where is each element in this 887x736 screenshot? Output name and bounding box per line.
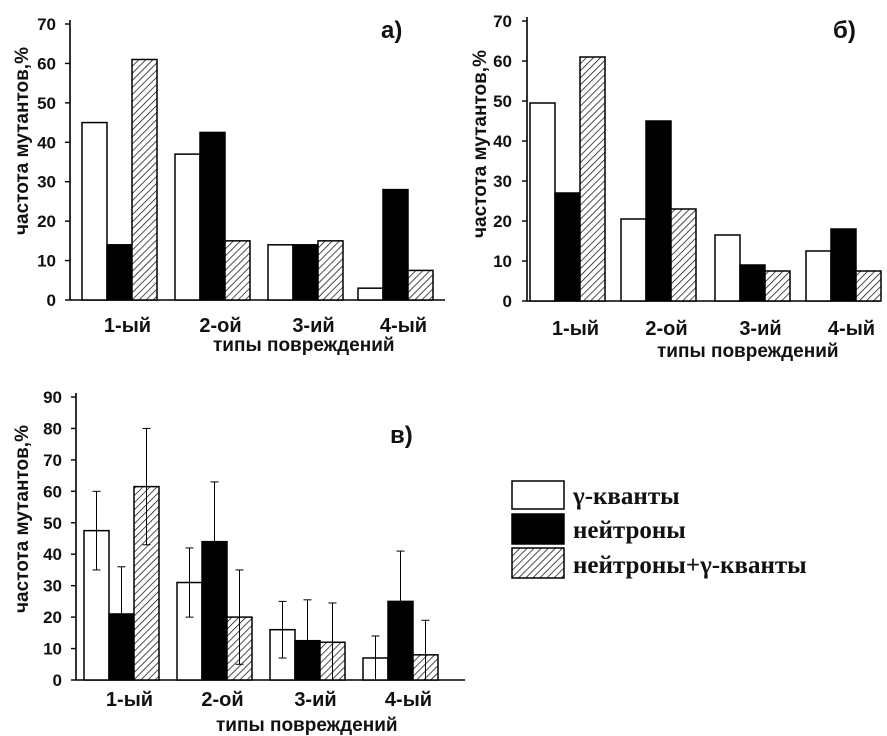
- legend-swatch-neutrons: [511, 513, 565, 545]
- y-tick-label: 10: [37, 252, 56, 271]
- y-axis-title: частота мутантов,%: [12, 47, 33, 235]
- y-tick-label: 90: [43, 388, 62, 407]
- chart-panel-b: частота мутантов,% б) типы повреждений 0…: [470, 12, 882, 362]
- bar-gamma: [357, 287, 384, 301]
- bar-neutrons: [830, 228, 857, 302]
- y-tick-label: 30: [493, 172, 512, 191]
- y-tick-label: 0: [503, 292, 512, 311]
- category-label: 1-ый: [552, 318, 599, 340]
- bar-combined: [407, 269, 434, 301]
- category-label: 4-ый: [380, 315, 427, 337]
- category-label: 1-ый: [106, 689, 153, 711]
- category-label: 3-ий: [292, 315, 334, 337]
- bar-neutrons: [739, 264, 766, 302]
- y-tick-label: 40: [493, 132, 512, 151]
- y-tick-label: 0: [47, 291, 56, 310]
- y-tick-label: 50: [493, 92, 512, 111]
- bar-combined: [670, 208, 697, 302]
- category-label: 4-ый: [828, 318, 875, 340]
- bar-gamma: [267, 244, 294, 301]
- bar-neutrons: [106, 244, 133, 301]
- y-tick-label: 60: [43, 482, 62, 501]
- bar-neutrons: [199, 131, 226, 301]
- chart-panel-a: частота мутантов,% а) типы повреждений 0…: [12, 15, 445, 356]
- y-tick-label: 80: [43, 419, 62, 438]
- category-label: 3-ий: [294, 689, 336, 711]
- x-axis-title: типы повреждений: [213, 335, 395, 356]
- legend: γ-кванты нейтроны нейтроны+γ-кванты: [511, 480, 807, 579]
- category-label: 2-ой: [199, 315, 241, 337]
- bar-combined: [131, 58, 158, 301]
- y-tick-label: 20: [493, 212, 512, 231]
- y-tick-label: 30: [37, 173, 56, 192]
- y-tick-label: 20: [37, 212, 56, 231]
- category-label: 3-ий: [739, 318, 781, 340]
- y-axis-title: частота мутантов,%: [470, 50, 491, 238]
- panel-label: б): [833, 17, 856, 44]
- y-tick-label: 20: [43, 608, 62, 627]
- bar-gamma: [174, 153, 201, 301]
- category-label: 2-ой: [201, 689, 243, 711]
- bar-combined: [224, 240, 251, 301]
- y-tick-label: 40: [37, 133, 56, 152]
- panel-label: в): [390, 422, 413, 449]
- bar-gamma: [620, 218, 647, 302]
- bar-gamma: [81, 121, 108, 301]
- legend-label-gamma: γ-кванты: [572, 483, 680, 510]
- bar-combined: [764, 270, 791, 302]
- y-tick-label: 50: [37, 94, 56, 113]
- chart-panel-c: частота мутантов,% в) типы повреждений 0…: [12, 388, 465, 736]
- legend-swatch-combined: [511, 547, 565, 579]
- bar-neutrons: [292, 244, 319, 301]
- legend-label-neutrons: нейтроны: [573, 517, 686, 544]
- panel-label: а): [381, 17, 402, 44]
- bar-neutrons: [382, 188, 409, 301]
- y-tick-label: 10: [493, 252, 512, 271]
- category-label: 2-ой: [645, 318, 687, 340]
- y-tick-label: 0: [53, 671, 62, 690]
- legend-label-combined: нейтроны+γ-кванты: [573, 552, 807, 579]
- legend-swatch-gamma: [511, 480, 565, 510]
- bar-gamma: [805, 250, 832, 302]
- bar-combined: [317, 240, 344, 301]
- category-label: 4-ый: [385, 689, 432, 711]
- y-axis-title: частота мутантов,%: [12, 425, 33, 613]
- y-tick-label: 30: [43, 577, 62, 596]
- y-tick-label: 70: [37, 15, 56, 34]
- bar-combined: [579, 56, 606, 302]
- y-tick-label: 60: [37, 54, 56, 73]
- y-tick-label: 40: [43, 545, 62, 564]
- x-axis-title: типы повреждений: [657, 341, 839, 362]
- y-tick-label: 60: [493, 52, 512, 71]
- y-tick-label: 70: [493, 12, 512, 31]
- x-axis-title: типы повреждений: [216, 715, 398, 736]
- bar-neutrons: [645, 120, 672, 302]
- y-tick-label: 70: [43, 451, 62, 470]
- bar-neutrons: [554, 192, 581, 302]
- y-tick-label: 10: [43, 640, 62, 659]
- bar-gamma: [529, 102, 556, 302]
- y-tick-label: 50: [43, 514, 62, 533]
- bar-gamma: [714, 234, 741, 302]
- category-label: 1-ый: [104, 315, 151, 337]
- bar-combined: [855, 270, 882, 302]
